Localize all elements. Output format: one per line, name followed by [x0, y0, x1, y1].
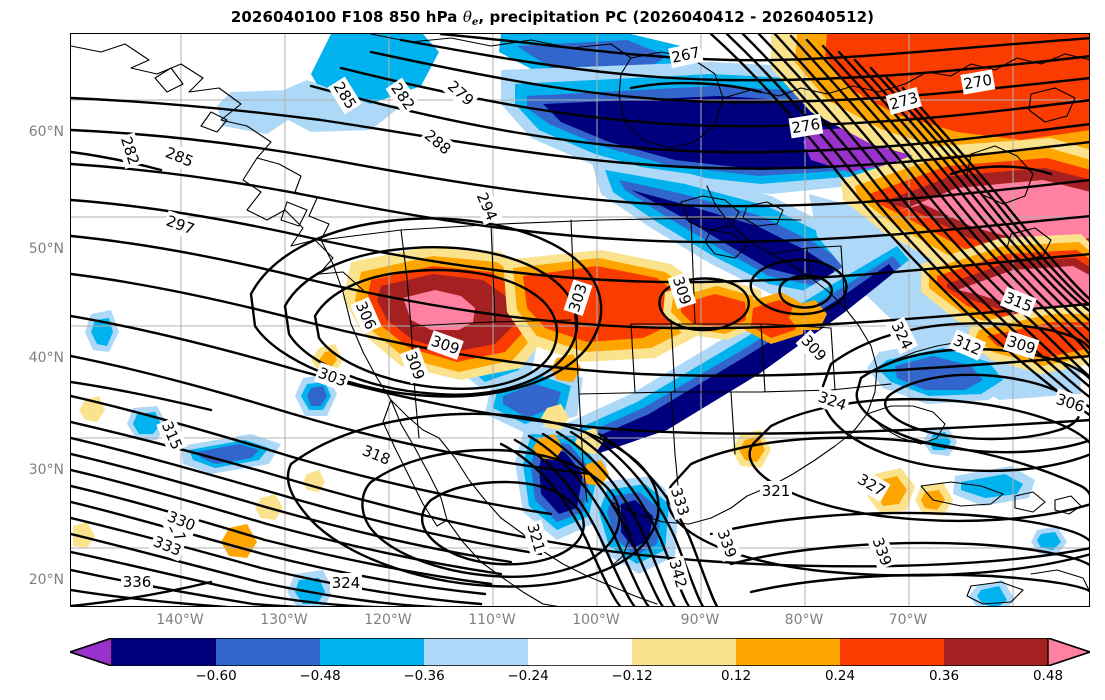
colorbar-tick-labels: −0.60 −0.48 −0.36 −0.24 −0.12 0.12 0.24 0.36 0.4… [0, 668, 1105, 692]
colorbar-segment [216, 638, 320, 666]
xtick-label: 90°W [680, 612, 720, 628]
colorbar-tick-label: 0.24 [824, 668, 856, 684]
colorbar-segments [67, 637, 1093, 667]
xtick-label: 140°W [156, 612, 204, 628]
colorbar[interactable] [67, 637, 1093, 671]
svg-text:282: 282 [117, 134, 143, 167]
colorbar-segment [736, 638, 840, 666]
svg-text:342: 342 [665, 557, 690, 589]
colorbar-svg [67, 637, 1093, 671]
ytick-label: 50°N [28, 241, 64, 257]
ytick-label: 30°N [28, 462, 64, 478]
svg-text:324: 324 [332, 574, 361, 592]
colorbar-segment [528, 638, 632, 666]
xtick-label: 120°W [364, 612, 412, 628]
title-valid-range: (2026040412 - 2026040512) [632, 8, 875, 26]
colorbar-segment [944, 638, 1048, 666]
title-field: , precipitation PC [478, 8, 628, 26]
colorbar-segment [424, 638, 528, 666]
svg-text:339: 339 [714, 527, 741, 560]
title-theta-symbol: θ [462, 8, 472, 26]
colorbar-tick-label: −0.24 [507, 668, 549, 684]
colorbar-tick-label: 0.36 [928, 668, 960, 684]
xtick-label: 130°W [260, 612, 308, 628]
xtick-label: 80°W [784, 612, 824, 628]
svg-text:267: 267 [670, 43, 702, 67]
svg-text:306: 306 [1054, 390, 1087, 416]
colorbar-extend-low [67, 637, 113, 667]
ytick-label: 20°N [28, 572, 64, 588]
colorbar-tick-label: −0.12 [611, 668, 653, 684]
ytick-label: 60°N [28, 124, 64, 140]
svg-text:288: 288 [421, 126, 455, 158]
colorbar-tick-label: −0.36 [403, 668, 445, 684]
colorbar-segment [632, 638, 736, 666]
colorbar-tick-label: 0.12 [720, 668, 752, 684]
title-level: 850 hPa [388, 8, 458, 26]
title-theta-subscript: e [471, 17, 479, 28]
title-init: 2026040100 [230, 8, 337, 26]
xtick-label: 70°W [888, 612, 928, 628]
colorbar-tick-label: 0.48 [1032, 668, 1064, 684]
colorbar-segment [320, 638, 424, 666]
page-title: 2026040100 F108 850 hPa θe, precipitatio… [0, 8, 1105, 28]
xtick-label: 100°W [572, 612, 620, 628]
map-svg: 267 270 273 276 279 282 285 285 282 288 … [71, 34, 1089, 606]
ytick-label: 40°N [28, 350, 64, 366]
colorbar-extend-high [1047, 637, 1093, 667]
title-fhour: F108 [341, 8, 384, 26]
map-axes[interactable]: 267 270 273 276 279 282 285 285 282 288 … [70, 33, 1090, 607]
colorbar-segment [112, 638, 216, 666]
colorbar-segment [840, 638, 944, 666]
xtick-label: 110°W [468, 612, 516, 628]
colorbar-tick-label: −0.48 [299, 668, 341, 684]
colorbar-tick-label: −0.60 [195, 668, 237, 684]
theta-e-contours [71, 34, 1089, 606]
svg-text:270: 270 [962, 71, 993, 94]
svg-text:276: 276 [790, 115, 821, 137]
svg-text:324: 324 [816, 388, 849, 415]
svg-text:339: 339 [869, 535, 896, 568]
svg-text:336: 336 [123, 573, 152, 591]
svg-text:279: 279 [444, 77, 477, 110]
svg-text:321: 321 [762, 482, 791, 500]
